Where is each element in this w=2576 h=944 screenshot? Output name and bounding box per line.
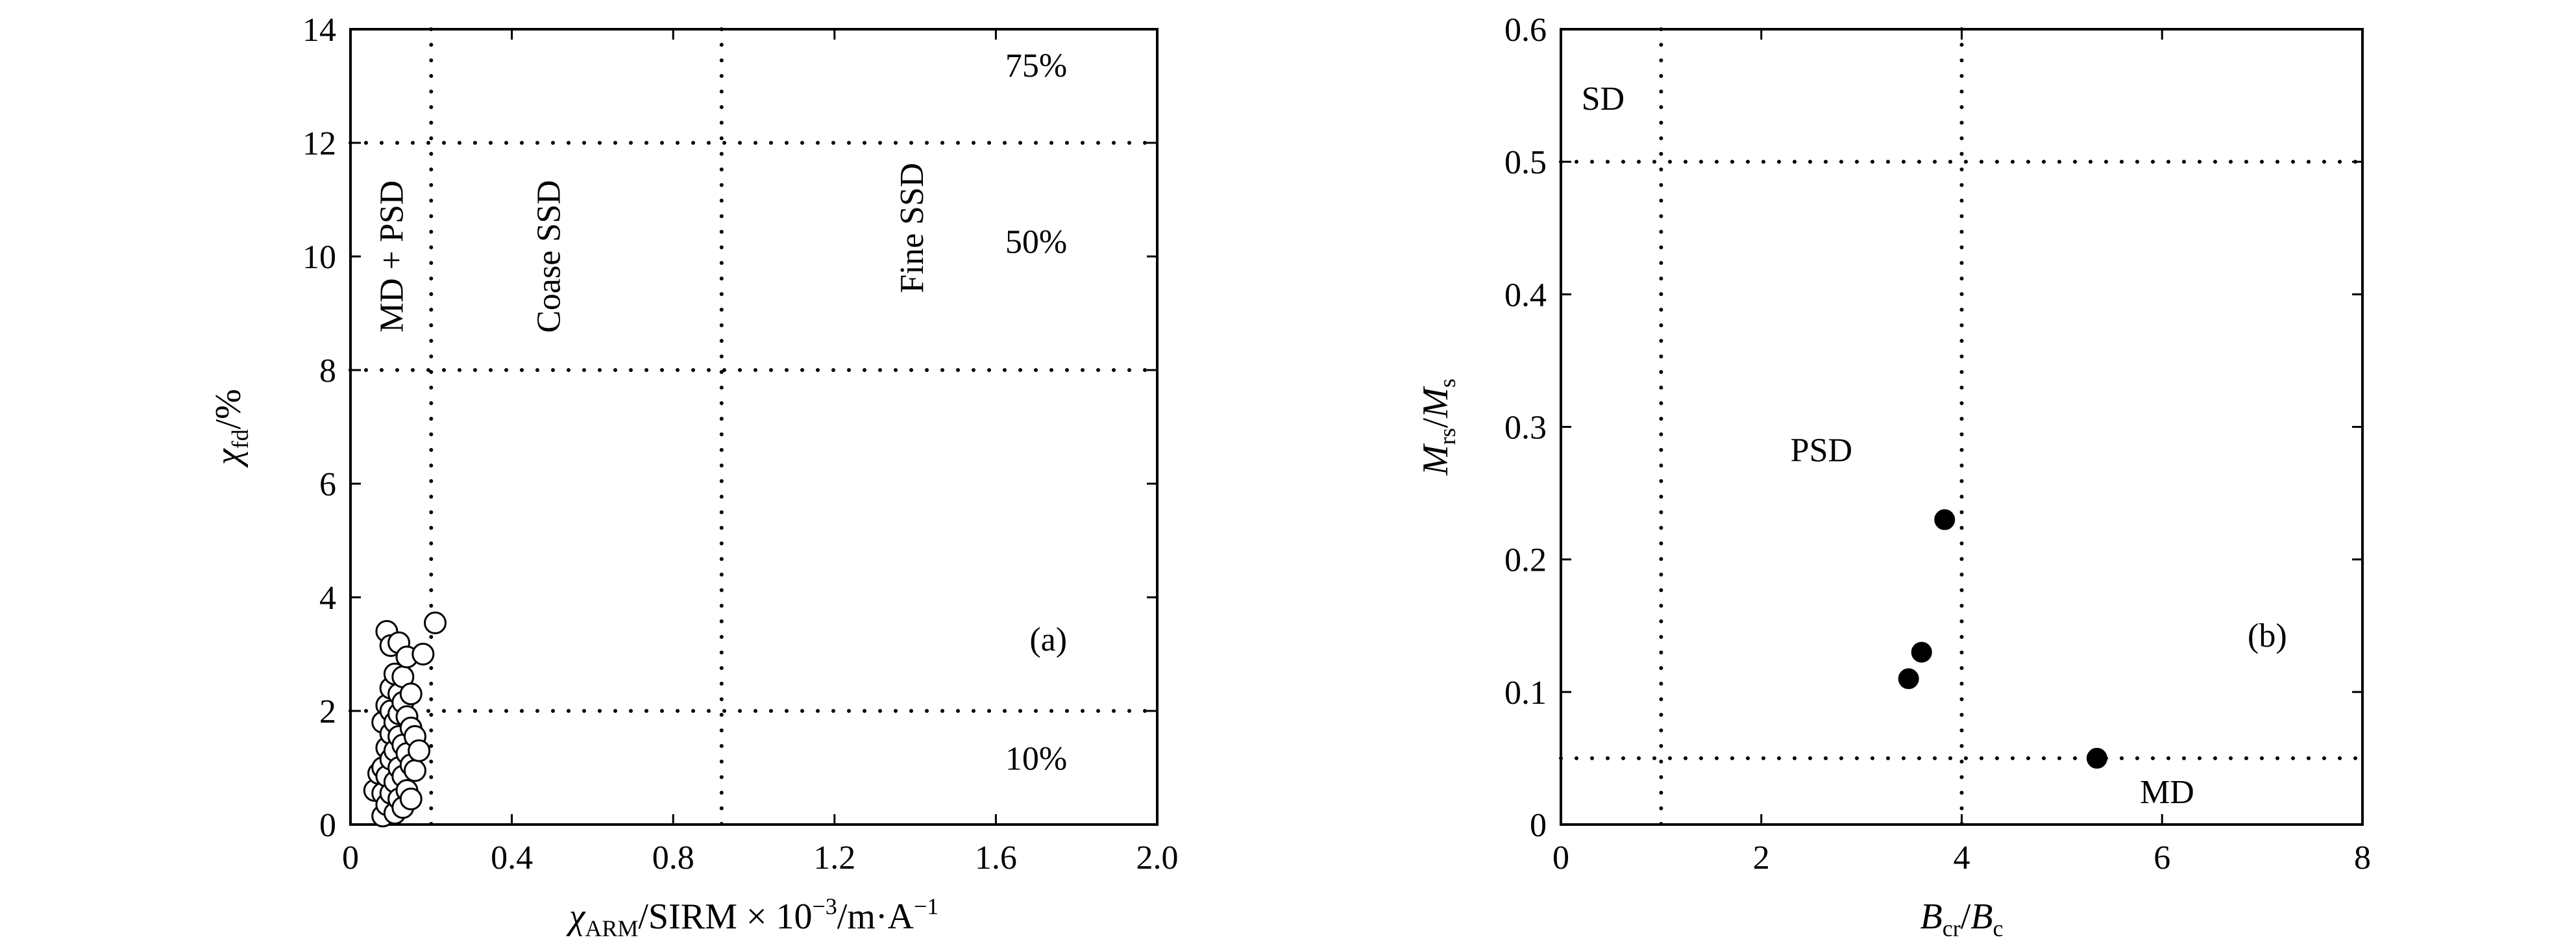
x-tick-label: 8 <box>2354 839 2371 876</box>
y-tick-label: 0.4 <box>1504 277 1547 314</box>
region-label: 50% <box>1005 223 1067 260</box>
x-tick-label: 0 <box>342 839 359 876</box>
x-tick-label: 1.6 <box>975 839 1017 876</box>
data-point <box>2086 747 2107 769</box>
data-point <box>408 739 431 762</box>
data-point <box>1898 668 1919 689</box>
panel-label: (b) <box>2248 617 2287 654</box>
plot-frame <box>1560 28 2364 826</box>
data-point <box>411 643 435 665</box>
y-tick-label: 4 <box>319 580 336 617</box>
x-tick-label: 6 <box>2153 839 2170 876</box>
x-tick-label: 2.0 <box>1136 839 1179 876</box>
region-label: SD <box>1582 81 1625 118</box>
y-tick-label: 0.5 <box>1504 144 1547 181</box>
y-tick-label: 8 <box>319 353 336 390</box>
region-label: Fine SSD <box>894 163 931 293</box>
y-tick-label: 0.3 <box>1504 410 1547 447</box>
region-label: MD <box>2140 774 2194 811</box>
data-point <box>399 682 423 706</box>
panel-b-chart: 0 2 4 6 8 0 0.1 0.2 0.3 0.4 0.5 0.6 SD PSD MD (b) Bcr/Bc… <box>1416 12 2371 941</box>
x-tick-label: 0.8 <box>652 839 694 876</box>
y-tick-label: 10 <box>302 239 336 276</box>
x-tick-label: 0.4 <box>491 839 533 876</box>
data-point <box>399 788 423 811</box>
y-tick-label: 0.1 <box>1504 675 1547 712</box>
data-point <box>403 759 426 782</box>
y-axis-label: Mrs/Ms <box>1416 379 1460 476</box>
y-tick-label: 2 <box>319 693 336 730</box>
y-tick-label: 14 <box>302 12 336 49</box>
y-tick-label: 0.6 <box>1504 12 1547 49</box>
region-label: 10% <box>1005 741 1067 778</box>
y-tick-label: 0 <box>319 807 336 844</box>
data-point <box>424 611 447 634</box>
plot-frame <box>349 28 1159 826</box>
region-label: 75% <box>1005 47 1067 84</box>
region-label: Coase SSD <box>531 180 568 332</box>
x-tick-label: 1.2 <box>813 839 855 876</box>
y-tick-label: 12 <box>302 125 336 162</box>
panel-a-chart: 0 0.4 0.8 1.2 1.6 2.0 0 2 4 6 8 10 12 14 MD + PSD Coase… <box>208 12 1179 941</box>
y-tick-label: 0.2 <box>1504 542 1547 579</box>
panel-label: (a) <box>1029 621 1067 658</box>
y-axis-label: χfd/% <box>208 389 253 468</box>
data-point <box>1911 641 1932 663</box>
x-tick-label: 4 <box>1954 839 1970 876</box>
y-tick-label: 0 <box>1530 807 1547 844</box>
x-tick-label: 2 <box>1753 839 1770 876</box>
x-axis-label: Bcr/Bc <box>1920 897 2004 941</box>
data-point <box>1934 509 1956 530</box>
region-label: PSD <box>1791 432 1852 469</box>
x-axis-label: χARM/SIRM × 10−3/m·A−1 <box>566 893 939 941</box>
x-tick-label: 0 <box>1552 839 1569 876</box>
region-label: MD + PSD <box>373 180 410 333</box>
y-tick-label: 6 <box>319 466 336 503</box>
